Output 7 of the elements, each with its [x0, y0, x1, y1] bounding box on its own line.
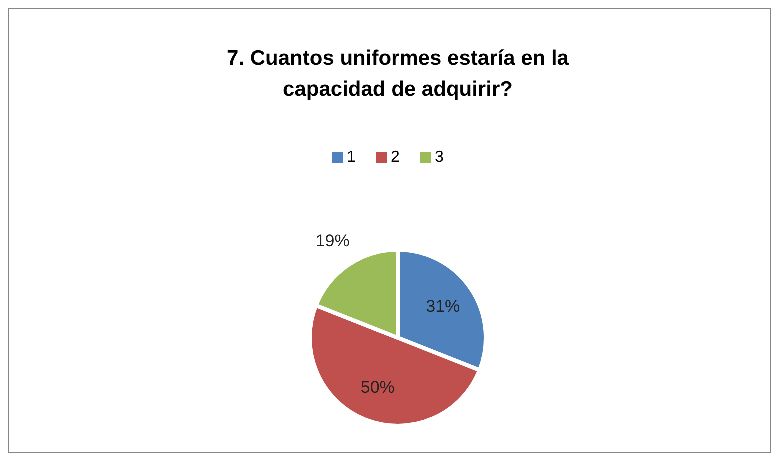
data-label: 31%: [426, 296, 460, 316]
legend-label: 2: [391, 149, 400, 166]
legend-label: 1: [347, 149, 356, 166]
legend-label: 3: [435, 149, 444, 166]
data-label: 50%: [360, 378, 395, 398]
chart-title: 7. Cuantos uniformes estaría en la capacidad de adquirir?: [227, 47, 570, 101]
data-label: 19%: [316, 232, 350, 251]
